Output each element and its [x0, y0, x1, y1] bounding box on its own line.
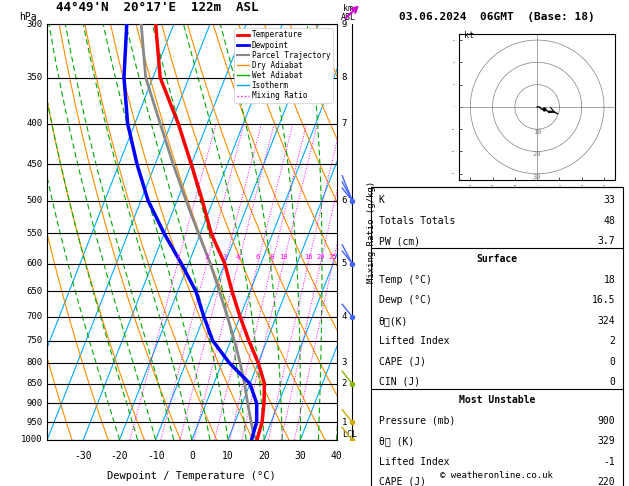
Legend: Temperature, Dewpoint, Parcel Trajectory, Dry Adiabat, Wet Adiabat, Isotherm, Mi: Temperature, Dewpoint, Parcel Trajectory… [234, 28, 333, 103]
Text: 20: 20 [259, 451, 270, 462]
Text: CIN (J): CIN (J) [379, 377, 420, 387]
Text: 3.7: 3.7 [598, 236, 615, 246]
Text: 1000: 1000 [21, 435, 43, 444]
Text: kt: kt [464, 31, 474, 40]
Text: 10: 10 [279, 254, 287, 260]
Text: 800: 800 [26, 358, 43, 367]
Text: 4: 4 [342, 312, 347, 321]
Text: Surface: Surface [476, 255, 518, 264]
Text: 750: 750 [26, 336, 43, 345]
Text: 9: 9 [342, 20, 347, 29]
Text: Lifted Index: Lifted Index [379, 336, 449, 346]
Text: 40: 40 [331, 451, 342, 462]
Text: © weatheronline.co.uk: © weatheronline.co.uk [440, 471, 554, 480]
Text: 329: 329 [598, 436, 615, 446]
Text: LCL: LCL [342, 430, 357, 439]
Text: 0: 0 [610, 377, 615, 387]
Text: 550: 550 [26, 229, 43, 238]
Text: 300: 300 [26, 20, 43, 29]
Text: 20: 20 [533, 152, 542, 157]
Text: -20: -20 [111, 451, 128, 462]
Text: K: K [379, 195, 384, 205]
Text: -1: -1 [603, 456, 615, 467]
Text: Dewp (°C): Dewp (°C) [379, 295, 431, 305]
Text: -30: -30 [74, 451, 92, 462]
Text: 44°49'N  20°17'E  122m  ASL: 44°49'N 20°17'E 122m ASL [56, 1, 259, 14]
Text: Pressure (mb): Pressure (mb) [379, 416, 455, 426]
Text: 324: 324 [598, 316, 615, 326]
Text: 25: 25 [328, 254, 337, 260]
Text: 16.5: 16.5 [592, 295, 615, 305]
Text: 600: 600 [26, 259, 43, 268]
Text: 950: 950 [26, 417, 43, 427]
Text: Lifted Index: Lifted Index [379, 456, 449, 467]
Text: -10: -10 [147, 451, 165, 462]
Text: 400: 400 [26, 119, 43, 128]
Text: 03.06.2024  06GMT  (Base: 18): 03.06.2024 06GMT (Base: 18) [399, 12, 595, 22]
Text: 16: 16 [304, 254, 313, 260]
Text: 3: 3 [223, 254, 227, 260]
Text: 18: 18 [603, 275, 615, 285]
Text: 2: 2 [204, 254, 209, 260]
Text: 4: 4 [236, 254, 240, 260]
Text: 1: 1 [175, 254, 180, 260]
Text: 6: 6 [255, 254, 260, 260]
Text: 0: 0 [189, 451, 195, 462]
Text: Dewpoint / Temperature (°C): Dewpoint / Temperature (°C) [108, 471, 276, 481]
Text: 10: 10 [222, 451, 234, 462]
Text: 3: 3 [342, 358, 347, 367]
Text: 2: 2 [610, 336, 615, 346]
Text: 700: 700 [26, 312, 43, 321]
Text: 10: 10 [533, 129, 542, 135]
Text: 48: 48 [603, 216, 615, 226]
Text: 33: 33 [603, 195, 615, 205]
Text: 1: 1 [342, 417, 347, 427]
Text: 450: 450 [26, 160, 43, 169]
Text: θᴇ(K): θᴇ(K) [379, 316, 408, 326]
Text: 30: 30 [294, 451, 306, 462]
Text: Totals Totals: Totals Totals [379, 216, 455, 226]
Text: 500: 500 [26, 196, 43, 205]
Text: 0: 0 [610, 357, 615, 366]
Text: 5: 5 [342, 259, 347, 268]
Text: 2: 2 [342, 379, 347, 388]
Text: 650: 650 [26, 287, 43, 295]
Text: CAPE (J): CAPE (J) [379, 357, 426, 366]
Text: 7: 7 [342, 119, 347, 128]
Text: 220: 220 [598, 477, 615, 486]
Text: km
ASL: km ASL [340, 4, 355, 22]
Text: CAPE (J): CAPE (J) [379, 477, 426, 486]
Text: 6: 6 [342, 196, 347, 205]
Text: PW (cm): PW (cm) [379, 236, 420, 246]
Text: Temp (°C): Temp (°C) [379, 275, 431, 285]
Text: Mixing Ratio (g/kg): Mixing Ratio (g/kg) [367, 181, 376, 283]
Text: 900: 900 [598, 416, 615, 426]
Text: 20: 20 [316, 254, 325, 260]
Text: θᴇ (K): θᴇ (K) [379, 436, 414, 446]
Text: Most Unstable: Most Unstable [459, 395, 535, 405]
Text: 8: 8 [342, 73, 347, 82]
Text: 850: 850 [26, 379, 43, 388]
Text: hPa: hPa [19, 12, 37, 22]
Text: 350: 350 [26, 73, 43, 82]
Text: 8: 8 [270, 254, 274, 260]
Text: 30: 30 [533, 174, 542, 180]
Text: 900: 900 [26, 399, 43, 408]
